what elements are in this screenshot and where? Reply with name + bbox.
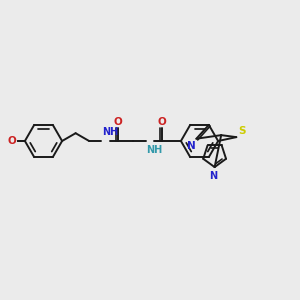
Text: O: O xyxy=(7,136,16,146)
Text: N: N xyxy=(187,141,196,151)
Text: NH: NH xyxy=(146,145,162,154)
Text: O: O xyxy=(114,117,123,127)
Text: N: N xyxy=(209,171,217,181)
Text: O: O xyxy=(158,117,167,127)
Text: S: S xyxy=(238,126,245,136)
Text: NH: NH xyxy=(102,128,118,137)
